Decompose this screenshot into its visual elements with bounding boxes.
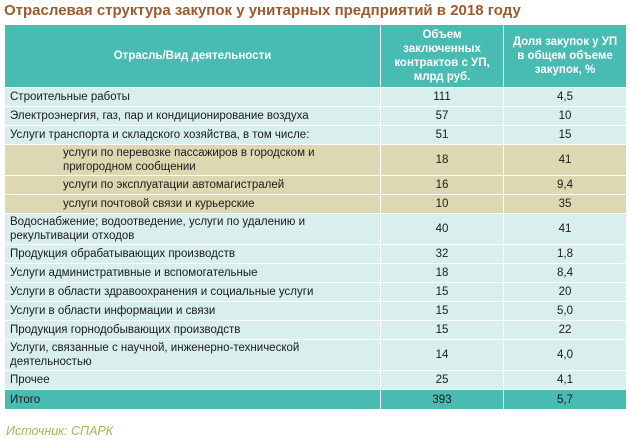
cell-value: 4,1 (503, 370, 627, 390)
cell-value: 51 (380, 125, 504, 145)
row-label: услуги по эксплуатации автомагистралей (4, 175, 381, 195)
cell-value: 15 (380, 282, 504, 302)
cell-value: 32 (380, 244, 504, 264)
row-label: Итого (4, 389, 381, 410)
cell-value: 393 (380, 389, 504, 410)
row: Прочее 25 4,1 (4, 370, 627, 390)
cell-value: 9,4 (503, 175, 627, 195)
sub-row: услуги по эксплуатации автомагистралей 16… (4, 175, 627, 195)
table-body: Строительные работы 111 4,5 Электроэнергия,… (4, 87, 627, 410)
title: Отраслевая структура закупок у унитарных… (4, 2, 521, 19)
cell-value: 15 (503, 125, 627, 145)
row-label: Услуги в области здравоохранения и социа… (4, 282, 381, 302)
cell-value: 15 (380, 320, 504, 340)
sub-row: услуги по перевозке пассажиров в городск… (4, 144, 627, 176)
header-cell: Отрасль/Вид деятельности (4, 24, 381, 88)
cell-value: 4,5 (503, 87, 627, 107)
cell-value: 41 (503, 144, 627, 176)
sub-row: услуги почтовой связи и курьерские 10 35 (4, 194, 627, 214)
row-label: Прочее (4, 370, 381, 390)
cell-value: 41 (503, 213, 627, 245)
cell-value: 25 (380, 370, 504, 390)
cell-value: 1,8 (503, 244, 627, 264)
row: Услуги в области здравоохранения и социа… (4, 282, 627, 302)
row: Строительные работы 111 4,5 (4, 87, 627, 107)
total-row: Итого 393 5,7 (4, 389, 627, 410)
cell-value: 35 (503, 194, 627, 214)
row: Услуги транспорта и складского хозяйства… (4, 125, 627, 145)
row: Продукция горнодобывающих производств 15 2… (4, 320, 627, 340)
cell-value: 10 (380, 194, 504, 214)
table: Отрасль/Вид деятельности Объем заключенн… (4, 24, 627, 410)
cell-value: 4,0 (503, 339, 627, 371)
row: Услуги в области информации и связи 15 5,0 (4, 301, 627, 321)
row-label: Услуги в области информации и связи (4, 301, 381, 321)
row-label: Услуги, связанные с научной, инженерно-т… (4, 339, 381, 371)
header-cell: Доля закупок у УП в общем объеме закупок… (503, 24, 627, 88)
header-cell: Объем заключенных контрактов с УП, млрд … (380, 24, 504, 88)
row: Услуги административные и вспомогательны… (4, 263, 627, 283)
cell-value: 5,0 (503, 301, 627, 321)
row-label: Электроэнергия, газ, пар и кондициониров… (4, 106, 381, 126)
row-label: Услуги транспорта и складского хозяйства… (4, 125, 381, 145)
row-label: услуги почтовой связи и курьерские (4, 194, 381, 214)
row-label: услуги по перевозке пассажиров в городск… (4, 144, 381, 176)
row-label: Услуги административные и вспомогательны… (4, 263, 381, 283)
row-label: Продукция горнодобывающих производств (4, 320, 381, 340)
cell-value: 15 (380, 301, 504, 321)
cell-value: 22 (503, 320, 627, 340)
row: Услуги, связанные с научной, инженерно-т… (4, 339, 627, 371)
cell-value: 14 (380, 339, 504, 371)
row-label: Водоснабжение; водоотведение, услуги по … (4, 213, 381, 245)
cell-value: 20 (503, 282, 627, 302)
cell-value: 57 (380, 106, 504, 126)
cell-value: 16 (380, 175, 504, 195)
cell-value: 40 (380, 213, 504, 245)
row-label: Продукция обрабатывающих производств (4, 244, 381, 264)
cell-value: 10 (503, 106, 627, 126)
row-label: Строительные работы (4, 87, 381, 107)
cell-value: 111 (380, 87, 504, 107)
row: Водоснабжение; водоотведение, услуги по … (4, 213, 627, 245)
cell-value: 5,7 (503, 389, 627, 410)
row: Электроэнергия, газ, пар и кондициониров… (4, 106, 627, 126)
source: Источник: СПАРК (6, 424, 114, 438)
cell-value: 18 (380, 263, 504, 283)
cell-value: 8,4 (503, 263, 627, 283)
cell-value: 18 (380, 144, 504, 176)
row: Продукция обрабатывающих производств 32 1,… (4, 244, 627, 264)
header-row: Отрасль/Вид деятельности Объем заключенн… (4, 24, 627, 88)
